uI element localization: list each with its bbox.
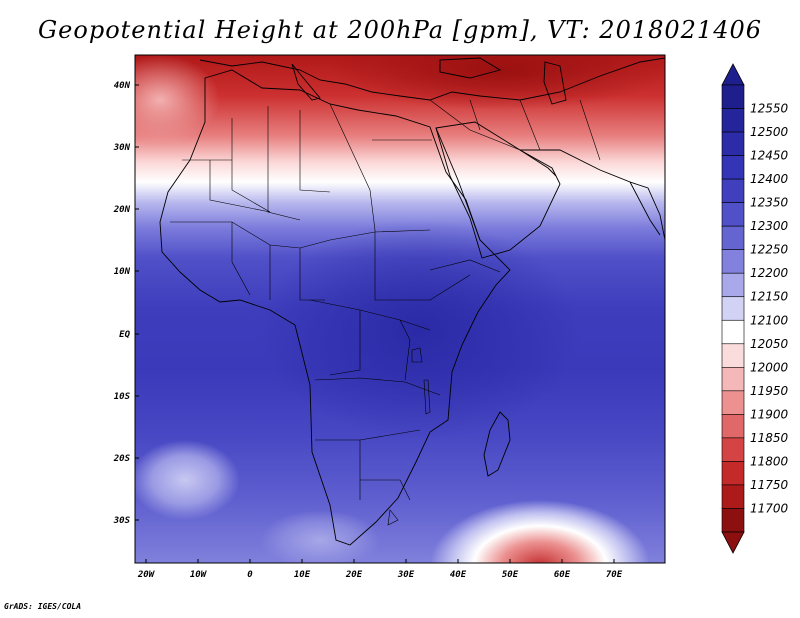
colorbar-label: 12350 <box>750 196 789 210</box>
lon-tick-0: 0 <box>247 559 253 580</box>
colorbar-cell <box>721 84 745 109</box>
colorbar-label: 12550 <box>750 102 789 116</box>
chart-title: Geopotential Height at 200hPa [gpm], VT:… <box>38 16 762 44</box>
colorbar-top-arrow <box>721 63 745 86</box>
colorbar-cell <box>721 437 745 462</box>
lon-tick-70e: 70E <box>606 559 623 580</box>
colorbar-bottom-arrow <box>721 531 745 554</box>
colorbar-cell <box>721 296 745 321</box>
colorbar: 12550 12500 12450 12400 12350 12300 12250 12200… <box>721 63 789 554</box>
lon-label: 60E <box>554 570 571 580</box>
lon-label: 40E <box>450 570 467 580</box>
lon-label: 0 <box>247 570 253 580</box>
lat-label: 20S <box>113 454 131 464</box>
colorbar-cell <box>721 249 745 274</box>
colorbar-cell <box>721 484 745 509</box>
coastlines <box>159 57 665 546</box>
lon-label: 70E <box>606 570 623 580</box>
colorbar-cell <box>721 272 745 298</box>
lon-label: 20E <box>345 570 363 580</box>
lat-label: 30S <box>113 516 131 526</box>
colorbar-cells <box>721 84 745 533</box>
colorbar-label: 12300 <box>750 219 789 233</box>
lon-tick-20e: 20E <box>345 559 363 580</box>
colorbar-cell <box>721 343 745 368</box>
colorbar-cell <box>721 390 745 415</box>
colorbar-cell <box>721 414 745 439</box>
lat-tick-30n: 30N <box>113 143 139 153</box>
footer-credit: GrADS: IGES/COLA <box>4 602 82 611</box>
lat-tick-20s: 20S <box>113 454 139 464</box>
lat-tick-10n: 10N <box>114 267 139 277</box>
lon-tick-40e: 40E <box>450 559 467 580</box>
colorbar-label: 11750 <box>750 478 789 492</box>
lat-tick-10s: 10S <box>114 392 139 402</box>
colorbar-label: 11950 <box>750 384 789 398</box>
colorbar-label: 12450 <box>750 149 789 163</box>
lon-tick-60e: 60E <box>554 559 571 580</box>
colorbar-label: 12100 <box>750 313 789 327</box>
colorbar-cell <box>721 155 745 180</box>
colorbar-cell <box>721 202 745 227</box>
lat-tick-30s: 30S <box>113 516 139 526</box>
lon-tick-10e: 10E <box>294 559 311 580</box>
height-field <box>135 55 665 563</box>
colorbar-label: 11900 <box>750 407 789 421</box>
lon-tick-20w: 20W <box>137 559 156 580</box>
lat-tick-eq: EQ <box>119 330 139 340</box>
lat-label: 10S <box>114 392 131 402</box>
lat-label: 20N <box>113 205 131 215</box>
lat-label: EQ <box>119 330 130 340</box>
colorbar-cell <box>721 225 745 250</box>
country-borders <box>170 99 601 526</box>
colorbar-cell <box>721 508 745 533</box>
colorbar-label: 12050 <box>750 337 789 351</box>
lat-tick-40n: 40N <box>114 81 139 91</box>
lat-label: 40N <box>114 81 131 91</box>
longitude-axis: 20W 10W 0 10E 20E 30E 40E 50E 60E 70E <box>137 559 623 580</box>
plot-frame <box>134 54 666 564</box>
colorbar-cell <box>721 131 745 156</box>
colorbar-label: 12500 <box>750 125 789 139</box>
colorbar-cell <box>721 319 745 345</box>
lat-label: 10N <box>114 267 131 277</box>
lon-label: 10W <box>190 570 208 580</box>
colorbar-label: 11800 <box>750 454 789 468</box>
colorbar-label: 12150 <box>750 290 789 304</box>
colorbar-cell <box>721 178 745 203</box>
colorbar-label: 11850 <box>750 431 789 445</box>
colorbar-label: 12250 <box>750 243 789 257</box>
colorbar-label: 12200 <box>750 266 789 280</box>
lon-label: 10E <box>294 570 311 580</box>
colorbar-cell <box>721 461 745 486</box>
latitude-axis: 40N 30N 20N 10N EQ 10S 20S 30S <box>113 81 139 526</box>
lon-tick-10w: 10W <box>190 559 208 580</box>
lon-tick-50e: 50E <box>502 559 519 580</box>
colorbar-cell <box>721 108 745 133</box>
lon-tick-30e: 30E <box>397 559 415 580</box>
lat-tick-20n: 20N <box>113 205 139 215</box>
lat-label: 30N <box>113 143 131 153</box>
colorbar-cell <box>721 367 745 392</box>
colorbar-label: 11700 <box>750 501 789 515</box>
lon-label: 20W <box>137 570 156 580</box>
colorbar-label: 12400 <box>750 172 789 186</box>
colorbar-labels: 12550 12500 12450 12400 12350 12300 12250 12200… <box>750 102 789 516</box>
lon-label: 50E <box>502 570 519 580</box>
colorbar-label: 12000 <box>750 360 789 374</box>
lon-label: 30E <box>397 570 415 580</box>
